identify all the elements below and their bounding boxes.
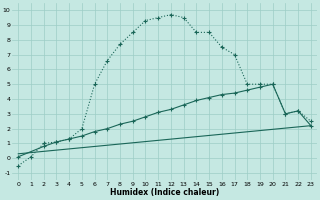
X-axis label: Humidex (Indice chaleur): Humidex (Indice chaleur): [110, 188, 219, 197]
